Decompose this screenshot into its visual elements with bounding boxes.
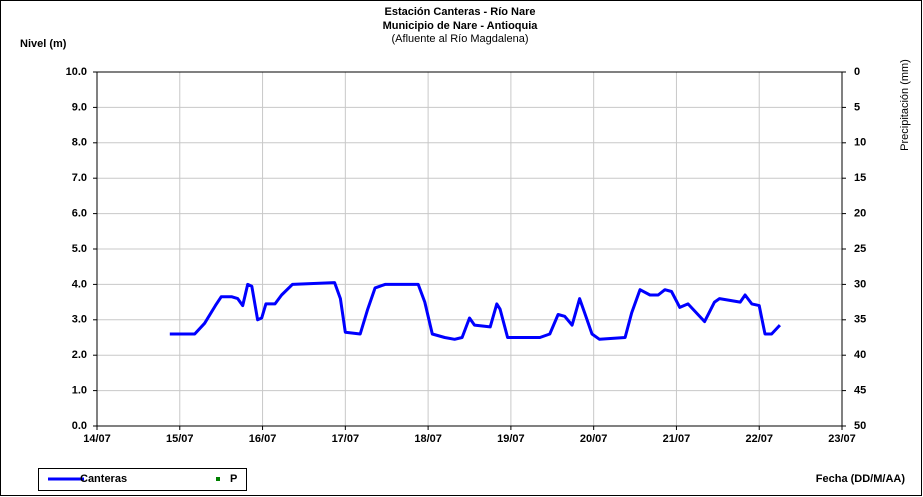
- x-tick-label: 23/07: [828, 433, 856, 445]
- x-tick-label: 17/07: [332, 433, 360, 445]
- plot-area: [96, 71, 843, 427]
- y-tick-label: 4.0: [72, 278, 87, 290]
- x-tick-label: 21/07: [663, 433, 691, 445]
- x-tick-label: 19/07: [497, 433, 525, 445]
- y-axis-label: Nivel (m): [20, 38, 67, 50]
- y-tick-label: 3.0: [72, 314, 87, 326]
- y-tick-label: 1.0: [72, 385, 87, 397]
- x-tick-label: 22/07: [745, 433, 773, 445]
- y-tick-label: 7.0: [72, 172, 87, 184]
- y2-tick-label: 50: [854, 420, 866, 432]
- y2-tick-label: 45: [854, 385, 866, 397]
- x-tick-label: 15/07: [166, 433, 194, 445]
- y2-tick-label: 15: [854, 172, 866, 184]
- x-axis-label: Fecha (DD/M/AA): [816, 473, 906, 485]
- data-line: [169, 281, 781, 341]
- y2-tick-label: 0: [854, 66, 860, 78]
- x-tick-label: 20/07: [580, 433, 608, 445]
- title-line: Estación Canteras - Río Nare: [385, 6, 536, 18]
- y2-axis-label: Precipitación (mm): [899, 59, 911, 151]
- y-tick-label: 9.0: [72, 101, 87, 113]
- y-tick-label: 5.0: [72, 243, 87, 255]
- y-tick-label: 2.0: [72, 349, 87, 361]
- x-tick-label: 14/07: [83, 433, 111, 445]
- y2-tick-label: 25: [854, 243, 866, 255]
- y2-tick-label: 10: [854, 137, 866, 149]
- y2-tick-label: 40: [854, 349, 866, 361]
- legend-label: P: [230, 473, 237, 485]
- title-line: Municipio de Nare - Antioquia: [383, 20, 539, 32]
- x-tick-label: 18/07: [414, 433, 442, 445]
- y2-tick-label: 35: [854, 314, 866, 326]
- legend: [38, 468, 247, 491]
- y2-tick-label: 20: [854, 208, 866, 220]
- y-tick-label: 6.0: [72, 208, 87, 220]
- legend-label: Canteras: [80, 473, 127, 485]
- y2-tick-label: 5: [854, 101, 860, 113]
- y2-tick-label: 30: [854, 278, 866, 290]
- legend-swatch: [216, 477, 220, 481]
- y-tick-label: 8.0: [72, 137, 87, 149]
- x-tick-label: 16/07: [249, 433, 277, 445]
- y-tick-label: 0.0: [72, 420, 87, 432]
- title-line: (Afluente al Río Magdalena): [392, 33, 529, 45]
- y-tick-label: 10.0: [66, 66, 87, 78]
